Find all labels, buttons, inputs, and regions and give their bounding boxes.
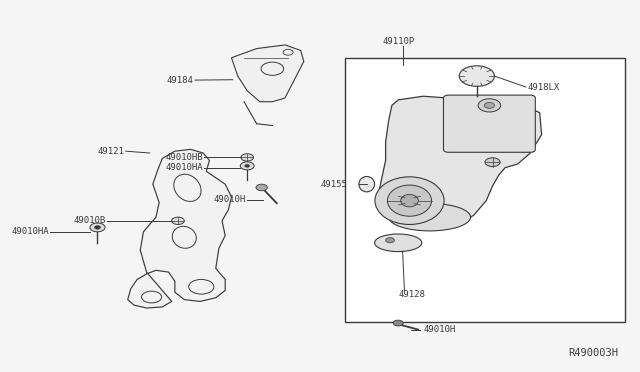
Circle shape [241, 154, 253, 161]
Text: 49110P: 49110P [383, 37, 415, 46]
Text: 49121: 49121 [98, 147, 125, 156]
Polygon shape [128, 149, 232, 308]
Text: 4918LX: 4918LX [527, 83, 559, 92]
Text: 49010HA: 49010HA [166, 163, 203, 172]
Ellipse shape [374, 234, 422, 251]
Ellipse shape [387, 185, 431, 216]
Text: 49010HB: 49010HB [166, 153, 203, 162]
Circle shape [485, 158, 500, 167]
Circle shape [393, 320, 403, 326]
Circle shape [94, 225, 100, 229]
Text: 49184: 49184 [167, 76, 194, 84]
Text: 49010H: 49010H [423, 325, 456, 334]
Circle shape [385, 238, 394, 243]
Ellipse shape [401, 195, 419, 207]
Polygon shape [380, 96, 541, 226]
Circle shape [240, 162, 254, 170]
FancyBboxPatch shape [444, 95, 535, 152]
Circle shape [484, 102, 495, 108]
Circle shape [172, 217, 184, 224]
Circle shape [256, 184, 268, 191]
Text: 49010HA: 49010HA [12, 227, 49, 236]
Text: 49128: 49128 [398, 289, 425, 299]
Text: 49010H: 49010H [214, 195, 246, 205]
Text: 49010B: 49010B [74, 216, 106, 225]
Ellipse shape [375, 177, 444, 224]
Circle shape [90, 223, 105, 232]
Circle shape [459, 66, 495, 86]
Polygon shape [232, 45, 304, 102]
Ellipse shape [388, 203, 470, 231]
Circle shape [244, 164, 250, 167]
Text: R490003H: R490003H [568, 348, 618, 358]
Bar [345, 58, 625, 321]
Ellipse shape [359, 176, 374, 192]
Text: 49155: 49155 [321, 180, 348, 189]
Circle shape [478, 99, 500, 112]
